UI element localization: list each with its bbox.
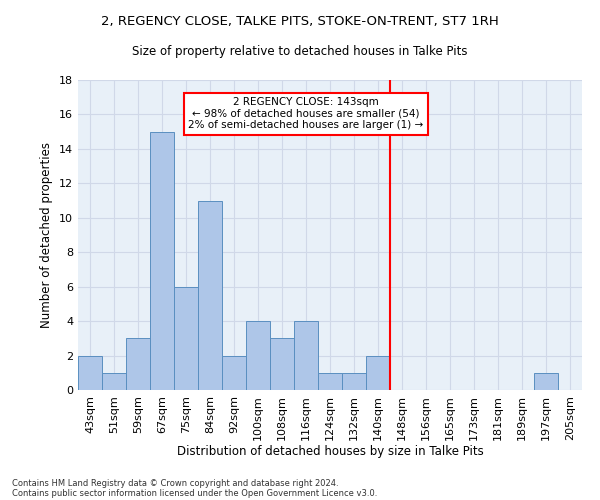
Bar	[126, 338, 150, 390]
Text: Contains HM Land Registry data © Crown copyright and database right 2024.: Contains HM Land Registry data © Crown c…	[12, 478, 338, 488]
Text: Size of property relative to detached houses in Talke Pits: Size of property relative to detached ho…	[132, 45, 468, 58]
Bar	[150, 132, 174, 390]
Y-axis label: Number of detached properties: Number of detached properties	[40, 142, 53, 328]
Bar	[270, 338, 294, 390]
Bar	[342, 373, 366, 390]
Bar	[174, 286, 198, 390]
Text: Contains public sector information licensed under the Open Government Licence v3: Contains public sector information licen…	[12, 488, 377, 498]
Text: 2, REGENCY CLOSE, TALKE PITS, STOKE-ON-TRENT, ST7 1RH: 2, REGENCY CLOSE, TALKE PITS, STOKE-ON-T…	[101, 15, 499, 28]
Bar	[78, 356, 102, 390]
Bar	[366, 356, 390, 390]
Bar	[318, 373, 342, 390]
Bar	[294, 321, 318, 390]
Bar	[102, 373, 126, 390]
Text: 2 REGENCY CLOSE: 143sqm
← 98% of detached houses are smaller (54)
2% of semi-det: 2 REGENCY CLOSE: 143sqm ← 98% of detache…	[188, 97, 424, 130]
Bar	[198, 200, 222, 390]
X-axis label: Distribution of detached houses by size in Talke Pits: Distribution of detached houses by size …	[176, 446, 484, 458]
Bar	[246, 321, 270, 390]
Bar	[534, 373, 558, 390]
Bar	[222, 356, 246, 390]
